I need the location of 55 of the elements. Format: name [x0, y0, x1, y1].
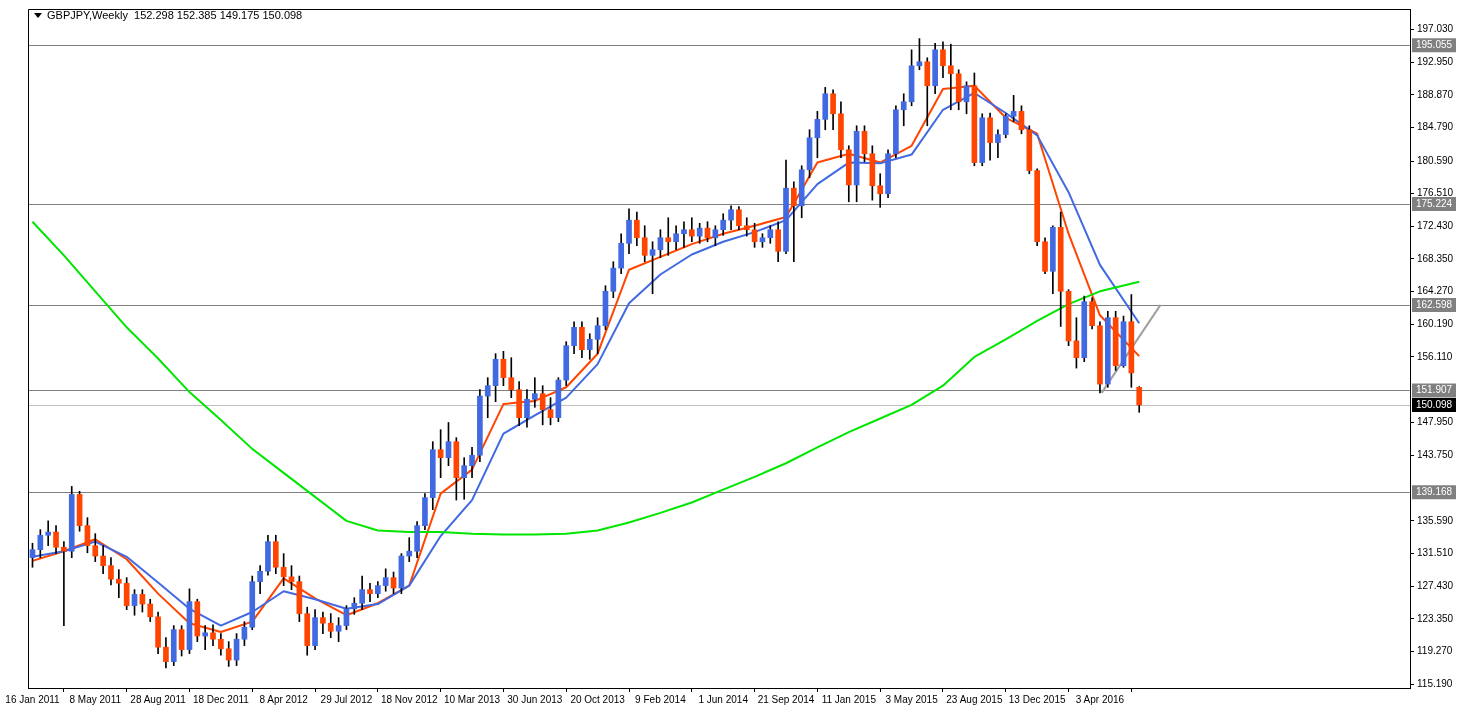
candlestick	[406, 537, 413, 562]
x-tick-label: 8 Apr 2012	[259, 693, 309, 705]
candlestick	[61, 541, 67, 626]
candlestick	[877, 173, 884, 208]
ref-line-label: 139.168	[1415, 486, 1453, 498]
candlestick	[681, 221, 687, 248]
x-tick-label: 1 Jun 2014	[698, 693, 749, 705]
x-tick-label: 10 Mar 2013	[443, 693, 501, 705]
ref-line-label: 151.907	[1415, 384, 1453, 396]
x-tick-label: 18 Dec 2011	[192, 693, 250, 705]
ref-line-label: 162.598	[1415, 298, 1453, 310]
y-tick-label: 192.950	[1417, 55, 1454, 67]
y-tick-label: 123.350	[1417, 612, 1454, 624]
x-tick-label: 23 Aug 2015	[946, 693, 1003, 705]
ref-line-label: 175.224	[1415, 197, 1453, 209]
chart-title: GBPJPY,Weekly 152.298 152.385 149.175 150.098	[47, 9, 303, 21]
x-tick-label: 21 Sep 2014	[757, 693, 815, 705]
x-tick-label: 16 Jan 2011	[5, 693, 61, 705]
candlestick	[791, 181, 797, 263]
x-tick-label: 13 Dec 2015	[1008, 693, 1066, 705]
candlestick	[202, 625, 208, 650]
x-tick-label: 18 Nov 2012	[380, 693, 439, 705]
x-tick-label: 3 Apr 2016	[1075, 693, 1125, 705]
y-tick-label: 115.190	[1417, 677, 1453, 689]
candlestick	[484, 377, 491, 419]
y-tick-label: 135.590	[1417, 514, 1454, 526]
y-tick-label: 180.590	[1417, 154, 1454, 166]
y-tick-label: 164.270	[1417, 285, 1454, 297]
candlestick	[116, 569, 122, 598]
y-tick-label: 156.110	[1417, 350, 1453, 362]
y-tick-label: 184.790	[1417, 121, 1454, 133]
ref-line-label: 195.055	[1415, 39, 1453, 51]
y-tick-label: 172.430	[1417, 220, 1454, 232]
y-tick-label: 188.870	[1417, 88, 1454, 100]
y-tick-label: 176.510	[1417, 187, 1454, 199]
y-tick-label: 131.510	[1417, 547, 1454, 559]
y-tick-label: 160.190	[1417, 317, 1454, 329]
y-tick-label: 147.950	[1417, 415, 1454, 427]
x-tick-label: 28 Aug 2011	[130, 693, 187, 705]
y-tick-label: 119.270	[1417, 645, 1453, 657]
x-tick-label: 11 Jan 2015	[821, 693, 877, 705]
y-tick-label: 197.030	[1417, 23, 1454, 35]
candlestick	[665, 217, 672, 256]
x-tick-label: 30 Jun 2013	[507, 693, 563, 705]
x-tick-label: 29 Jul 2012	[320, 693, 373, 705]
candlestick	[532, 377, 538, 408]
y-tick-label: 168.350	[1417, 252, 1454, 264]
x-tick-label: 20 Oct 2013	[570, 693, 626, 705]
x-tick-label: 8 May 2011	[69, 693, 122, 705]
y-tick-label: 143.750	[1417, 449, 1454, 461]
x-tick-label: 3 May 2015	[885, 693, 939, 705]
ref-line-label: 150.098	[1415, 398, 1453, 410]
y-tick-label: 127.430	[1417, 579, 1454, 591]
x-tick-label: 9 Feb 2014	[635, 693, 687, 705]
candlestick	[45, 520, 52, 546]
